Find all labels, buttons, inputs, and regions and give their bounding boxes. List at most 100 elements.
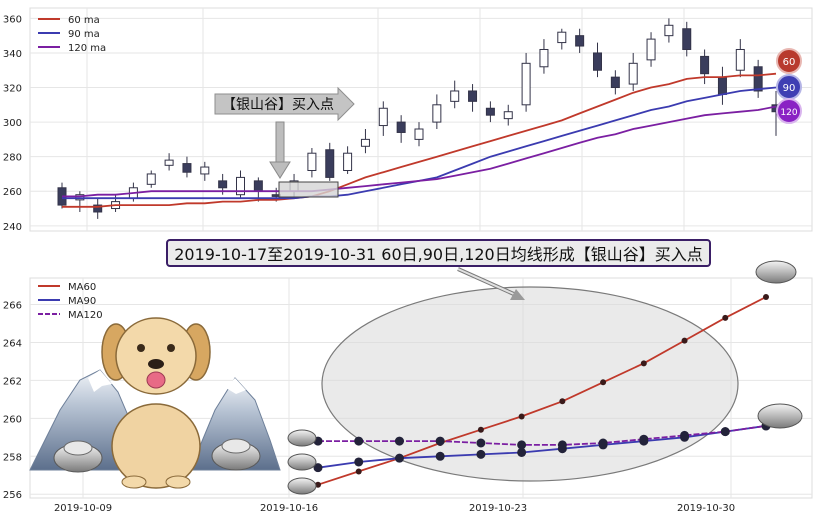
ingot-marker-start-60 bbox=[287, 477, 317, 495]
badge-90-label: 90 bbox=[783, 83, 796, 94]
candle bbox=[485, 101, 495, 123]
candle-body-down bbox=[682, 28, 692, 50]
dog-eye-left bbox=[137, 344, 145, 352]
candle bbox=[468, 84, 478, 112]
point-ma90 bbox=[517, 447, 527, 457]
candle-body-up bbox=[360, 138, 370, 147]
ingot-marker-body bbox=[755, 260, 797, 284]
point-ma60 bbox=[722, 314, 729, 321]
callout-pointer-arrow bbox=[457, 267, 525, 300]
candle-body-down bbox=[182, 163, 192, 173]
ma-line-120-ma bbox=[62, 105, 777, 198]
y-tick-label: 240 bbox=[3, 222, 22, 233]
down-arrow bbox=[269, 121, 291, 179]
dog-head bbox=[115, 317, 197, 395]
candle bbox=[182, 156, 192, 178]
candle-body-down bbox=[218, 180, 228, 189]
candle-body-up bbox=[307, 152, 317, 171]
dog-paw-right bbox=[165, 475, 191, 489]
ma-line-60-ma bbox=[62, 72, 777, 208]
point-ma90 bbox=[354, 457, 364, 467]
ingot-marker-end-60 bbox=[755, 260, 797, 284]
legend-label-ma60: MA60 bbox=[68, 282, 96, 293]
point-ma120 bbox=[557, 440, 567, 450]
pointer-head bbox=[510, 289, 525, 300]
candle bbox=[93, 198, 103, 219]
x-tick-label: 2019-10-09 bbox=[54, 503, 112, 514]
dog-eye-right bbox=[167, 344, 175, 352]
candle-body-down bbox=[610, 76, 620, 89]
y-tick-label: 280 bbox=[3, 153, 22, 164]
candle-body-up bbox=[539, 48, 549, 68]
bottom-chart-panel: 256 258 260 262 264 266 2019-10-09 2019-10-16… bbox=[3, 260, 813, 514]
mountain-snow bbox=[88, 370, 112, 392]
point-ma90 bbox=[313, 463, 323, 473]
y-tick-label: 262 bbox=[3, 376, 22, 387]
badge-60-label: 60 bbox=[783, 57, 796, 68]
legend-label-ma120: MA120 bbox=[68, 310, 103, 321]
x-tick-label: 2019-10-16 bbox=[260, 503, 318, 514]
line-ma120 bbox=[318, 425, 767, 446]
candle bbox=[432, 94, 442, 130]
candle bbox=[753, 59, 763, 98]
ma-badges: 60 90 120 bbox=[776, 48, 802, 124]
candle bbox=[146, 170, 156, 188]
y-tick-label: 260 bbox=[3, 414, 22, 425]
candle bbox=[610, 70, 620, 95]
point-ma60 bbox=[355, 468, 362, 475]
candle-body-up bbox=[664, 24, 674, 37]
candle-body-up bbox=[557, 31, 567, 44]
y-tick-label: 258 bbox=[3, 452, 22, 463]
decorative-illustration bbox=[29, 317, 281, 489]
y-tick-label: 256 bbox=[3, 490, 22, 501]
point-ma60 bbox=[600, 379, 607, 386]
pointer-shaft-inner bbox=[457, 268, 517, 296]
moving-average-lines bbox=[62, 72, 777, 208]
y-tick-label: 340 bbox=[3, 49, 22, 60]
y-tick-label: 320 bbox=[3, 84, 22, 95]
candle bbox=[343, 146, 353, 174]
y-tick-label: 300 bbox=[3, 118, 22, 129]
candle-body-down bbox=[717, 76, 727, 95]
candle-body-down bbox=[753, 66, 763, 92]
point-ma120 bbox=[598, 438, 608, 448]
candle-body-down bbox=[93, 204, 103, 213]
candle bbox=[682, 21, 692, 57]
candle bbox=[164, 153, 174, 171]
candle bbox=[521, 52, 531, 112]
candle bbox=[325, 142, 335, 181]
ingot-marker-body bbox=[287, 453, 317, 471]
candle-body-up bbox=[343, 152, 353, 171]
point-ma60 bbox=[477, 426, 484, 433]
down-arrow-shaft bbox=[275, 121, 285, 163]
point-ma60 bbox=[518, 413, 525, 420]
x-tick-label: 2019-10-23 bbox=[469, 503, 527, 514]
ingot-marker-body bbox=[757, 403, 803, 429]
candle-body-up bbox=[735, 48, 745, 71]
buy-point-callout: 2019-10-17至2019-10-31 60日,90日,120日均线形成【银… bbox=[166, 239, 711, 267]
candle bbox=[450, 80, 460, 109]
candle bbox=[503, 104, 513, 126]
candle bbox=[378, 101, 388, 136]
top-chart-panel: 240 260 280 300 320 340 360 【银山谷】买入点 60 ma 90 … bbox=[3, 7, 813, 233]
candle-body-up bbox=[521, 62, 531, 106]
mountain-right bbox=[189, 377, 281, 471]
dog-paw-left bbox=[121, 475, 147, 489]
point-ma90 bbox=[476, 449, 486, 459]
top-legend: 60 ma 90 ma 120 ma bbox=[38, 15, 106, 54]
y-tick-label: 266 bbox=[3, 301, 22, 312]
point-ma120 bbox=[720, 427, 730, 437]
candle bbox=[646, 32, 656, 67]
candle-body-up bbox=[164, 159, 174, 166]
point-ma120 bbox=[517, 440, 527, 450]
legend-label-90: 90 ma bbox=[68, 29, 100, 40]
candle bbox=[575, 28, 585, 53]
candle bbox=[200, 161, 210, 181]
badge-120 bbox=[776, 98, 802, 124]
x-tick-label: 2019-10-30 bbox=[677, 503, 735, 514]
candle-body-down bbox=[396, 121, 406, 133]
line-ma90 bbox=[317, 425, 767, 469]
point-ma60 bbox=[763, 293, 769, 300]
